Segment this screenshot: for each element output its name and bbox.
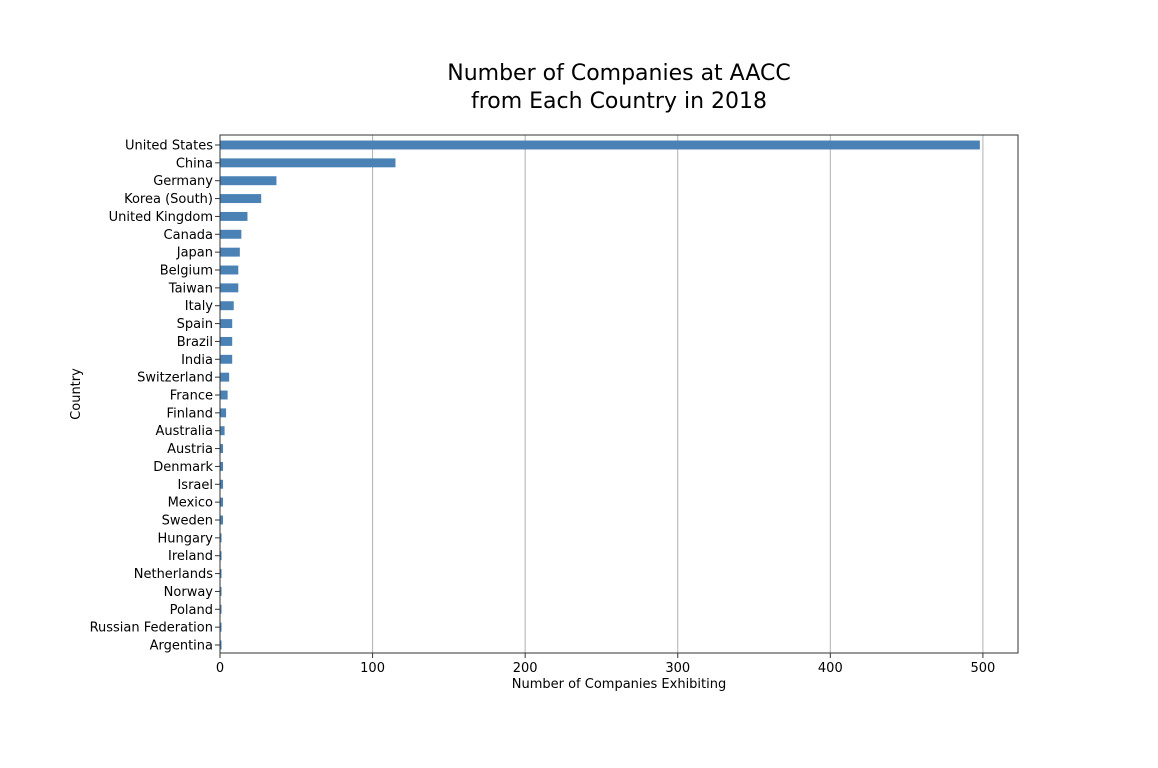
bar-france [220,390,228,400]
x-axis-label: Number of Companies Exhibiting [512,677,727,692]
bar-brazil [220,336,233,346]
y-tick-label: China [176,156,213,171]
bar-norway [220,586,222,596]
y-tick-label: Sweden [162,514,213,529]
bar-poland [220,604,222,614]
bar-switzerland [220,372,230,382]
chart-title-text: Number of Companies at AACC from Each Cou… [447,61,790,114]
bar-austria [220,444,224,454]
y-tick-label: Switzerland [137,371,213,386]
y-tick-label: Israel [177,478,213,493]
bar-ireland [220,551,222,561]
bar-korea-south [220,194,262,204]
y-tick-label: Finland [167,406,213,421]
bar-taiwan [220,283,239,293]
chart-title-line: Number of Companies at AACC [447,61,790,86]
bar-germany [220,176,277,186]
x-axis-ticks: 0 100 200 300 400 500 [216,653,995,676]
y-tick-label: Canada [164,228,213,243]
y-tick-label: France [170,389,213,404]
x-tick-label: 400 [818,661,843,676]
y-axis-ticks: United States China Germany Korea (South) Un… [90,139,220,654]
y-tick-label: United States [125,139,213,154]
y-tick-label: Netherlands [134,567,213,582]
y-tick-label: India [181,353,213,368]
x-tick-label: 300 [665,661,690,676]
bar-united-states [220,140,980,150]
y-tick-label: Australia [155,424,213,439]
y-tick-label: Hungary [157,531,213,546]
bar-japan [220,247,240,257]
bar-denmark [220,461,224,471]
bar-italy [220,301,234,311]
y-tick-label: Norway [164,585,214,600]
y-tick-label: Taiwan [168,281,213,296]
y-tick-label: Denmark [153,460,213,475]
chart-title: Number of Companies at AACC from Each Cou… [447,61,790,114]
y-tick-label: Austria [167,442,213,457]
bar-netherlands [220,569,222,579]
chart-title-line: from Each Country in 2018 [471,89,767,114]
bar-china [220,158,396,168]
y-axis-label: Country [69,368,84,420]
bar-spain [220,319,233,329]
x-tick-label: 0 [216,661,224,676]
y-tick-label: Poland [170,603,213,618]
plot-frame [219,134,1019,654]
bar-united-kingdom [220,211,248,221]
x-tick-label: 500 [970,661,995,676]
bar-mexico [220,497,224,507]
bar-belgium [220,265,239,275]
bar-sweden [220,515,224,525]
y-tick-label: Spain [177,317,213,332]
x-gridlines [372,135,984,653]
bar-canada [220,229,242,239]
y-tick-label: Mexico [168,496,213,511]
x-tick-label: 100 [360,661,385,676]
bars [220,140,980,650]
y-tick-label: Belgium [160,264,213,279]
y-tick-label: United Kingdom [109,210,213,225]
y-tick-label: Ireland [168,549,213,564]
y-tick-label: Russian Federation [90,621,213,636]
bar-israel [220,479,224,489]
y-tick-label: Argentina [150,639,213,654]
y-tick-label: Korea (South) [124,192,213,207]
y-tick-label: Brazil [177,335,213,350]
y-tick-label: Japan [176,246,213,261]
y-tick-label: Italy [185,299,214,314]
x-tick-label: 200 [513,661,538,676]
y-tick-label: Germany [153,174,213,189]
bar-hungary [220,533,222,543]
bar-russian-federation [220,622,222,632]
bar-finland [220,408,227,418]
bar-india [220,354,233,364]
bar-argentina [220,640,222,650]
bar-australia [220,426,225,436]
